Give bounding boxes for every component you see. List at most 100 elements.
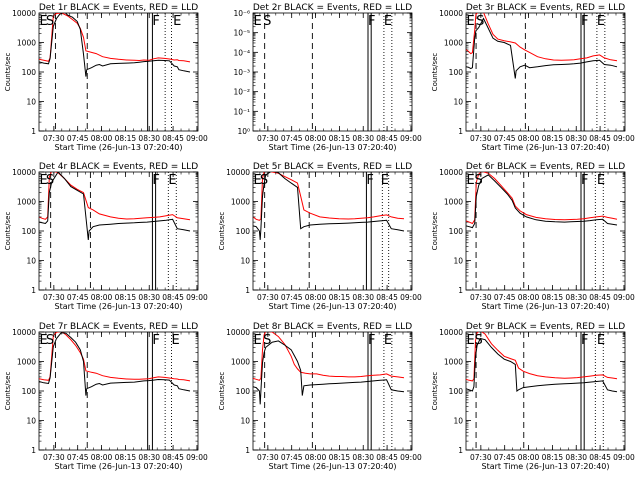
plot-frame — [38, 171, 199, 291]
marker-label: F — [581, 14, 588, 29]
y-tick-label: 100 — [236, 387, 251, 396]
marker-label: S — [263, 333, 271, 348]
y-axis-label: Counts/sec — [4, 372, 12, 411]
panel-title: Det 8r BLACK = Events, RED = LLD — [253, 322, 412, 332]
y-tick-label: 10⁻² — [233, 88, 250, 97]
x-tick-label: 08:00 — [305, 134, 327, 143]
x-tick-label: 08:45 — [376, 134, 398, 143]
x-tick-label: 08:45 — [162, 293, 184, 302]
lld-series-line — [253, 332, 405, 381]
x-tick-label: 08:00 — [518, 453, 540, 462]
x-tick-label: 07:45 — [281, 134, 303, 143]
events-series-line — [466, 17, 618, 79]
x-tick-label: 07:30 — [470, 453, 492, 462]
marker-label: E — [172, 333, 180, 348]
y-tick-label: 10 — [26, 257, 36, 266]
y-tick-label: 100 — [22, 68, 37, 77]
y-tick-label: 10⁻⁵ — [233, 29, 250, 38]
x-tick-label: 08:45 — [376, 453, 398, 462]
x-tick-label: 08:00 — [518, 134, 540, 143]
marker-label: F — [368, 14, 375, 29]
x-axis-label: Start Time (26-Jun-13 07:20:40) — [482, 143, 610, 152]
y-tick-label: 1 — [31, 286, 36, 295]
marker-label: S — [474, 333, 482, 348]
marker-label: E — [40, 333, 48, 348]
y-tick-label: 10 — [453, 98, 463, 107]
marker-label: F — [152, 173, 159, 188]
x-tick-label: 07:30 — [470, 293, 492, 302]
x-tick-label: 08:00 — [305, 293, 327, 302]
marker-label: S — [263, 14, 271, 29]
lld-series-line — [466, 332, 618, 382]
y-tick-label: 10 — [240, 257, 250, 266]
y-tick-label: 1 — [458, 446, 463, 455]
x-tick-label: 07:45 — [67, 134, 89, 143]
x-tick-label: 09:00 — [186, 134, 208, 143]
x-tick-label: 08:00 — [91, 293, 113, 302]
y-tick-label: 100 — [22, 387, 37, 396]
x-tick-label: 09:00 — [613, 134, 635, 143]
x-tick-label: 08:15 — [115, 134, 137, 143]
marker-label: E — [173, 14, 181, 29]
plot-frame — [465, 331, 626, 451]
x-tick-label: 07:30 — [470, 134, 492, 143]
marker-label: S — [260, 173, 268, 188]
events-series-line — [253, 340, 405, 405]
y-tick-label: 1 — [458, 286, 463, 295]
x-tick-label: 07:45 — [281, 293, 303, 302]
y-tick-label: 10⁻³ — [233, 68, 250, 77]
events-series-line — [39, 13, 191, 77]
y-tick-label: 1000 — [231, 358, 250, 367]
panel-title: Det 1r BLACK = Events, RED = LLD — [39, 3, 198, 13]
marker-label: E — [597, 333, 605, 348]
x-tick-label: 08:30 — [352, 293, 374, 302]
lld-series-line — [39, 13, 191, 63]
x-tick-label: 08:45 — [589, 453, 611, 462]
x-axis-label: Start Time (26-Jun-13 07:20:40) — [55, 143, 183, 152]
x-axis-label: Start Time (26-Jun-13 07:20:40) — [55, 302, 183, 311]
y-tick-label: 100 — [236, 227, 251, 236]
x-tick-label: 07:45 — [494, 134, 516, 143]
events-series-line — [253, 172, 405, 240]
y-tick-label: 100 — [449, 387, 464, 396]
x-tick-label: 09:00 — [400, 134, 422, 143]
y-tick-label: 10 — [240, 417, 250, 426]
panel-title: Det 7r BLACK = Events, RED = LLD — [39, 322, 198, 332]
x-tick-label: 07:45 — [281, 453, 303, 462]
x-tick-label: 08:00 — [518, 293, 540, 302]
x-tick-label: 07:45 — [494, 293, 516, 302]
x-tick-label: 07:45 — [67, 293, 89, 302]
x-axis-label: Start Time (26-Jun-13 07:20:40) — [55, 462, 183, 471]
y-tick-label: 10 — [453, 257, 463, 266]
y-tick-label: 10000 — [12, 168, 36, 177]
y-tick-label: 1000 — [17, 198, 36, 207]
marker-label: E — [254, 173, 262, 188]
y-tick-label: 10 — [26, 417, 36, 426]
x-tick-label: 07:30 — [43, 453, 65, 462]
x-tick-label: 09:00 — [400, 453, 422, 462]
x-axis-label: Start Time (26-Jun-13 07:20:40) — [269, 143, 397, 152]
y-tick-label: 1 — [31, 127, 36, 136]
x-tick-label: 09:00 — [613, 453, 635, 462]
x-tick-label: 08:00 — [91, 134, 113, 143]
y-tick-label: 10000 — [12, 328, 36, 337]
y-axis-label: Counts/sec — [4, 212, 12, 251]
marker-label: E — [467, 173, 475, 188]
x-tick-label: 08:15 — [115, 293, 137, 302]
y-tick-label: 1 — [245, 286, 250, 295]
plot-frame — [252, 171, 413, 291]
marker-label: E — [467, 14, 475, 29]
y-tick-label: 10⁻¹ — [233, 107, 250, 116]
marker-label: F — [581, 173, 588, 188]
x-tick-label: 08:45 — [589, 293, 611, 302]
x-tick-label: 08:15 — [542, 134, 564, 143]
panel-title: Det 5r BLACK = Events, RED = LLD — [253, 162, 412, 172]
events-series-line — [466, 174, 618, 229]
x-tick-label: 08:30 — [138, 453, 160, 462]
y-tick-label: 10000 — [439, 328, 463, 337]
y-tick-label: 100 — [22, 227, 37, 236]
y-tick-label: 10⁻⁶ — [233, 9, 250, 18]
